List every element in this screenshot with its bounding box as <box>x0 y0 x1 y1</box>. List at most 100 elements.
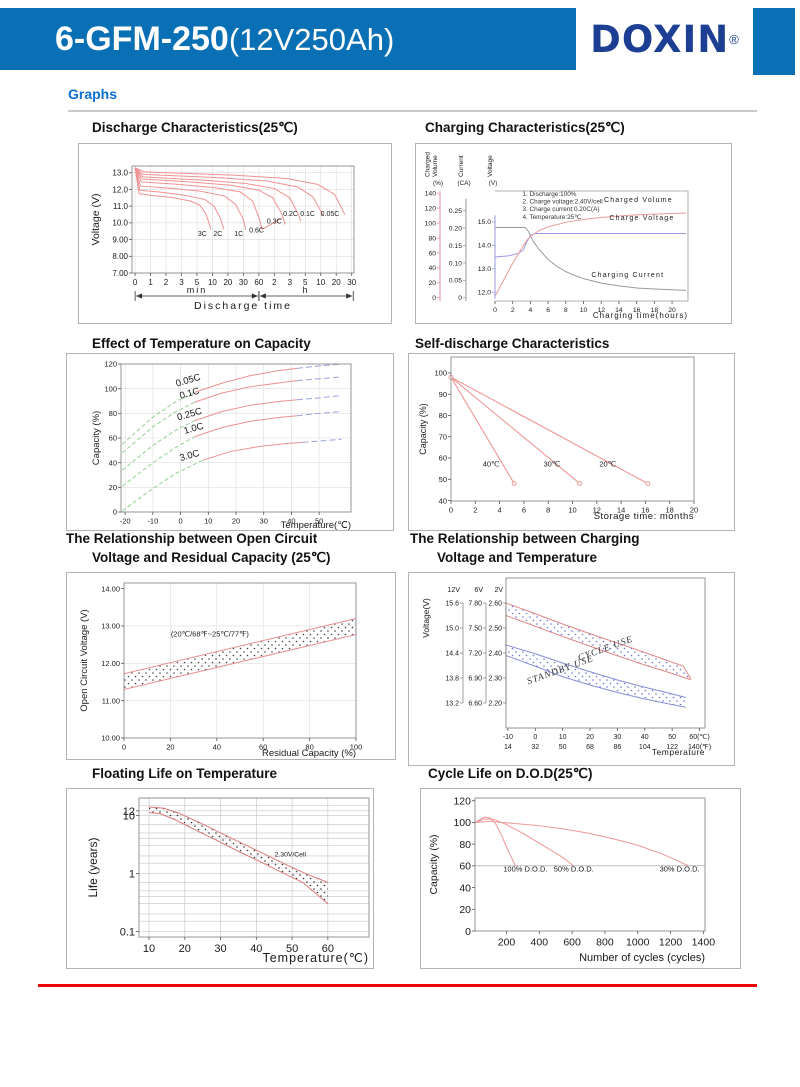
svg-text:0.1C: 0.1C <box>178 386 200 402</box>
svg-text:Open Circuit Voltage (V): Open Circuit Voltage (V) <box>79 609 90 711</box>
chart-title: The Relationship between Charging Voltage… <box>410 531 640 565</box>
svg-text:11.00: 11.00 <box>102 696 120 705</box>
svg-text:20: 20 <box>166 743 174 752</box>
svg-text:13.2: 13.2 <box>445 701 459 708</box>
svg-text:2.40: 2.40 <box>488 651 502 658</box>
svg-text:5: 5 <box>303 278 308 287</box>
svg-text:400: 400 <box>531 937 549 949</box>
panel-charging-voltage-temperature: The Relationship between Charging Voltage… <box>408 529 735 771</box>
svg-text:15.6: 15.6 <box>445 601 459 608</box>
svg-text:0.15: 0.15 <box>449 243 462 250</box>
svg-text:0.20: 0.20 <box>449 226 462 233</box>
svg-text:0.05C: 0.05C <box>321 211 340 218</box>
svg-text:100: 100 <box>104 384 117 393</box>
svg-text:86: 86 <box>614 744 622 751</box>
svg-text:120: 120 <box>453 795 471 807</box>
svg-text:12.00: 12.00 <box>101 659 120 668</box>
svg-text:2.30: 2.30 <box>488 676 502 683</box>
svg-text:16: 16 <box>641 506 649 515</box>
svg-text:60: 60 <box>439 454 447 463</box>
svg-text:50: 50 <box>559 744 567 751</box>
svg-text:Charged Volume: Charged Volume <box>604 197 673 204</box>
svg-text:1200: 1200 <box>659 937 683 949</box>
svg-text:20: 20 <box>428 280 436 287</box>
banner-accent-square <box>753 8 795 75</box>
svg-text:6.90: 6.90 <box>468 676 482 683</box>
temperature-capacity-chart: -20 -10 0 10 20 30 40 500204060801001200.05C0.1… <box>91 360 352 530</box>
chart-title: Floating Life on Temperature <box>92 766 278 781</box>
svg-text:3: 3 <box>179 278 184 287</box>
svg-text:140(℉): 140(℉) <box>688 744 711 751</box>
svg-text:7.00: 7.00 <box>112 269 128 278</box>
svg-text:0.25: 0.25 <box>449 208 462 215</box>
section-heading: Graphs <box>68 86 118 102</box>
svg-text:2.50: 2.50 <box>488 626 502 633</box>
svg-text:2.60: 2.60 <box>488 601 502 608</box>
panel-discharge-characteristics: Discharge Characteristics(25℃) 0 1 2 3 5 10 20… <box>78 118 392 329</box>
svg-text:3: 3 <box>288 278 293 287</box>
svg-text:8.00: 8.00 <box>112 252 128 261</box>
svg-text:0: 0 <box>432 295 436 302</box>
svg-text:6: 6 <box>522 506 526 515</box>
svg-text:40: 40 <box>213 743 221 752</box>
svg-text:6V: 6V <box>474 587 483 594</box>
svg-text:0: 0 <box>449 506 453 515</box>
svg-text:14.00: 14.00 <box>101 584 120 593</box>
svg-text:Charged: Charged <box>425 152 432 177</box>
svg-text:2: 2 <box>272 278 277 287</box>
svg-text:14: 14 <box>504 744 512 751</box>
svg-text:20: 20 <box>459 904 471 916</box>
svg-text:0: 0 <box>533 734 537 741</box>
svg-text:68: 68 <box>586 744 594 751</box>
svg-text:-10: -10 <box>503 734 513 741</box>
panel-floating-life: Floating Life on Temperature 10 20 30 40 50 6… <box>66 764 374 974</box>
svg-text:7.50: 7.50 <box>468 626 482 633</box>
svg-text:15.0: 15.0 <box>478 219 491 226</box>
svg-text:30: 30 <box>214 943 226 955</box>
svg-text:Voltage (V): Voltage (V) <box>90 194 102 246</box>
svg-text:2.20: 2.20 <box>488 701 502 708</box>
svg-text:0: 0 <box>493 307 497 314</box>
svg-text:11.0: 11.0 <box>113 202 129 211</box>
svg-text:2C: 2C <box>213 231 222 238</box>
svg-text:10: 10 <box>143 943 155 955</box>
chart-title: Self-discharge Characteristics <box>415 336 610 351</box>
svg-text:1C: 1C <box>234 231 243 238</box>
svg-text:50% D.O.D.: 50% D.O.D. <box>554 864 594 873</box>
panel-cycle-life: Cycle Life on D.O.D(25℃) 200 400 600 800 100… <box>420 764 741 974</box>
svg-text:12: 12 <box>593 506 601 515</box>
svg-text:Discharge time: Discharge time <box>194 300 292 312</box>
svg-text:6: 6 <box>546 307 550 314</box>
svg-text:Capacity (%): Capacity (%) <box>418 403 428 455</box>
svg-text:10: 10 <box>316 278 325 287</box>
svg-text:80: 80 <box>459 839 471 851</box>
svg-text:20: 20 <box>109 483 117 492</box>
svg-text:30: 30 <box>347 278 356 287</box>
svg-text:122: 122 <box>666 744 678 751</box>
chart-title: Discharge Characteristics(25℃) <box>92 120 298 135</box>
svg-text:-10: -10 <box>147 517 158 526</box>
svg-text:13.0: 13.0 <box>112 169 128 178</box>
svg-text:3C: 3C <box>198 231 207 238</box>
svg-text:30% D.O.D.: 30% D.O.D. <box>660 864 700 873</box>
svg-text:0.1: 0.1 <box>120 926 135 938</box>
svg-text:100: 100 <box>425 220 437 227</box>
charging-voltage-temperature-chart: -10 14 0 32 10 50 20 68 30 86 40 104 50 122 60(℃) 140(℉… <box>421 577 711 757</box>
svg-text:40: 40 <box>439 496 447 505</box>
svg-text:10: 10 <box>204 517 212 526</box>
svg-text:60: 60 <box>254 278 263 287</box>
svg-text:12: 12 <box>597 307 605 314</box>
svg-text:100% D.O.D.: 100% D.O.D. <box>503 864 547 873</box>
panel-ocv-residual-capacity: The Relationship between Open Circuit Vol… <box>66 529 396 765</box>
svg-text:2.30V/Cell: 2.30V/Cell <box>275 852 307 859</box>
svg-text:9.00: 9.00 <box>112 235 128 244</box>
svg-text:2V: 2V <box>494 587 503 594</box>
chart-title: Cycle Life on D.O.D(25℃) <box>428 766 593 781</box>
chart-title: The Relationship between Open Circuit Vol… <box>66 531 331 565</box>
svg-text:5: 5 <box>195 278 200 287</box>
self-discharge-chart: 0 2 4 6 8 10 12 14 16 18 20 100 90 80 70 60 50 40 40℃ 30℃ 20… <box>418 356 698 522</box>
charging-characteristics-chart: 0 2 4 6 8 10 12 14 16 18 20140120100806040200(%)Ch… <box>425 152 689 320</box>
svg-text:80: 80 <box>305 743 313 752</box>
svg-text:10: 10 <box>580 307 588 314</box>
